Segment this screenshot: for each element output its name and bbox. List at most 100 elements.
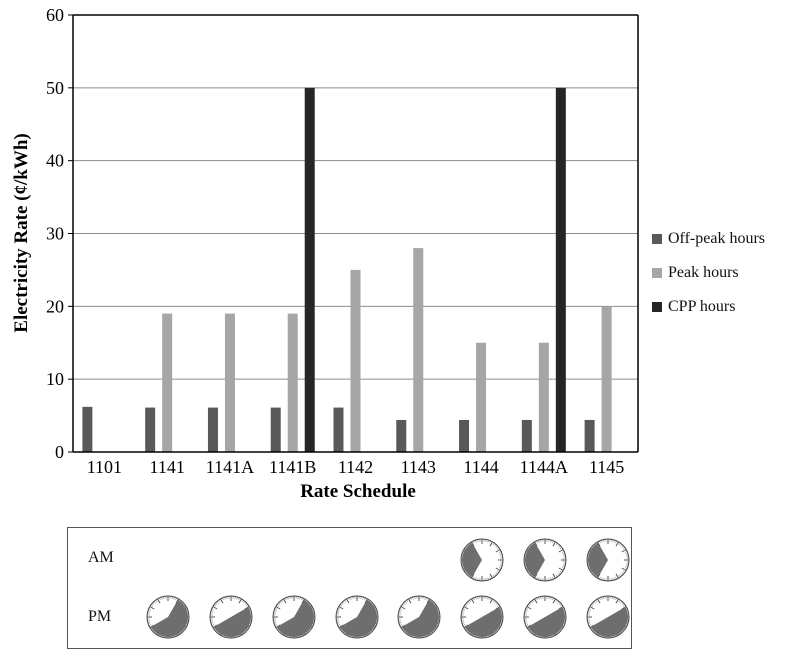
clock-tick: [410, 597, 412, 601]
clock-tick: [340, 602, 343, 605]
clock-tick: [281, 599, 284, 603]
clock-tick: [399, 622, 402, 624]
clock-tick: [495, 549, 501, 553]
clock-tick: [533, 598, 538, 604]
clock-tick: [461, 622, 465, 624]
clock-tick: [613, 596, 615, 600]
bar-off-peak-hours-1144: [459, 419, 470, 452]
legend-swatch: [652, 234, 662, 244]
clock-tick: [347, 597, 350, 601]
clock-tick: [363, 597, 366, 601]
bar-peak-hours-1141a: [224, 313, 235, 452]
clock-tick: [282, 598, 287, 604]
clock-tick: [552, 597, 554, 601]
clock-tick: [400, 606, 406, 610]
clock-icon: [586, 538, 630, 582]
clock-tick: [615, 541, 619, 547]
clock-tick: [426, 597, 429, 601]
clock-tick: [175, 597, 177, 601]
clock-tick: [477, 539, 479, 542]
clock-tick: [301, 598, 305, 604]
clock-shaded-sector: [276, 599, 314, 637]
clock-tick: [600, 577, 603, 581]
clock-tick: [466, 602, 469, 605]
clock-tick: [540, 578, 542, 581]
y-tick-label: 0: [55, 442, 64, 462]
clock-tick: [286, 596, 289, 600]
clock-tick: [336, 622, 339, 624]
clock-icon: [272, 595, 316, 639]
clock-tick: [349, 596, 352, 600]
clock-tick: [273, 610, 277, 612]
clock-tick: [277, 602, 281, 605]
clock-tick: [558, 602, 561, 605]
clock-tick: [613, 577, 615, 581]
clock-tick: [621, 567, 627, 571]
clock-tick: [622, 547, 625, 550]
clock-icon: [335, 595, 378, 639]
clock-tick: [467, 601, 470, 604]
clock-tick: [210, 620, 213, 622]
x-tick-label: 1141A: [206, 457, 254, 477]
clock-tick: [473, 540, 475, 544]
clock-tick: [602, 578, 605, 581]
clock-tick: [405, 601, 408, 604]
clock-tick: [157, 598, 161, 604]
clock-tick: [159, 597, 161, 601]
clock-tick: [625, 565, 628, 567]
clock-tick: [461, 612, 465, 614]
clock-tick: [220, 598, 224, 604]
clock-tick: [558, 567, 564, 571]
clock-tick: [464, 604, 468, 607]
clock-tick: [496, 604, 500, 607]
clock-tick: [524, 622, 528, 624]
clock-tick: [589, 624, 595, 628]
clock-tick: [489, 597, 491, 601]
clock-tick: [335, 612, 339, 614]
bar-off-peak-hours-1141b: [270, 407, 281, 452]
clock-tick: [540, 596, 542, 599]
clock-tick: [245, 604, 249, 607]
clock-tick: [342, 601, 345, 604]
bar-peak-hours-1143: [413, 248, 424, 452]
clock-tick: [527, 604, 531, 607]
clock-tick: [361, 596, 364, 600]
clock-tick: [555, 574, 558, 578]
clock-tick: [499, 565, 503, 567]
clock-tick: [548, 596, 550, 599]
bar-cpp-hours-1141b: [304, 87, 315, 452]
y-tick-label: 40: [46, 151, 64, 171]
clock-tick: [461, 620, 465, 622]
clock-tick: [426, 598, 431, 604]
clock-tick: [275, 624, 281, 628]
clock-tick: [485, 578, 487, 581]
clock-tick: [593, 601, 596, 604]
clock-shaded-sector: [464, 607, 503, 637]
clock-tick: [149, 624, 155, 628]
clock-tick: [558, 572, 561, 575]
legend-item: CPP hours: [652, 290, 765, 324]
clock-tick: [399, 608, 403, 610]
clock-shaded-sector: [213, 607, 251, 637]
clock-tick: [559, 570, 562, 573]
legend-item: Off-peak hours: [652, 222, 765, 256]
clock-tick: [550, 596, 552, 600]
clock-tick: [614, 540, 617, 544]
clock-tick: [492, 574, 495, 578]
clock-tick: [494, 573, 497, 576]
clock-tick: [338, 606, 343, 610]
bar-peak-hours-1141: [162, 313, 173, 452]
bar-off-peak-hours-1141: [145, 407, 156, 452]
x-axis-title: Rate Schedule: [300, 481, 416, 502]
y-tick-label: 50: [46, 78, 64, 98]
clock-tick: [402, 604, 405, 607]
clock-tick: [471, 573, 475, 579]
clock-tick: [598, 576, 601, 580]
clock-tick: [587, 620, 590, 622]
clock-tick: [611, 596, 613, 599]
legend-label: Off-peak hours: [668, 230, 766, 247]
bar-off-peak-hours-1144a: [521, 419, 532, 452]
bar-peak-hours-1144: [476, 342, 487, 452]
clock-tick: [562, 553, 565, 555]
clock-tick: [500, 563, 503, 565]
